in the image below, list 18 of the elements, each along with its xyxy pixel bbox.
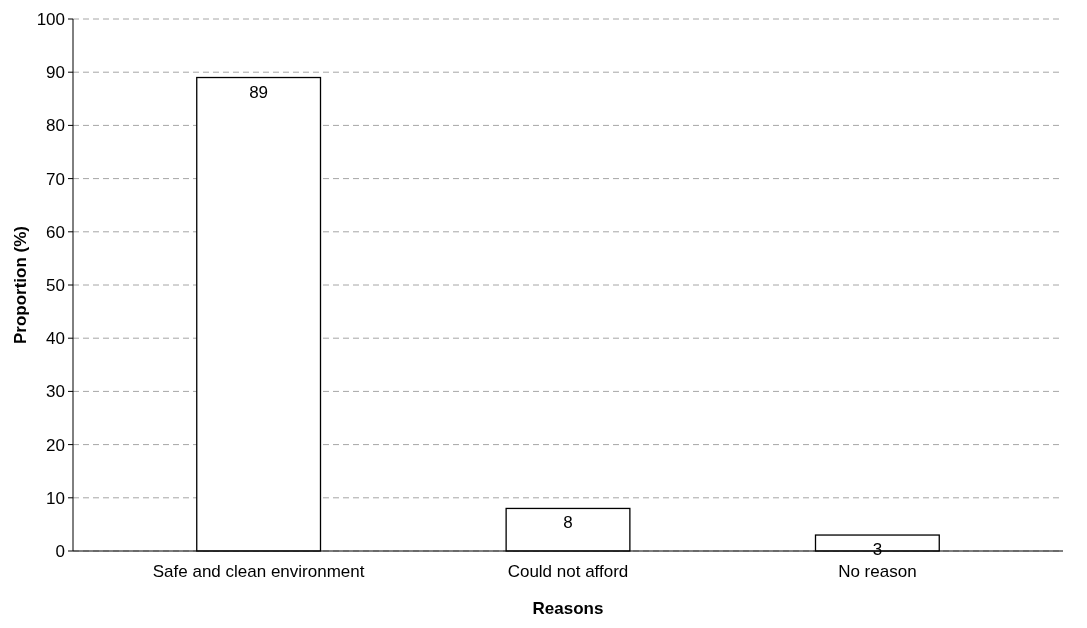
y-tick-label: 100: [36, 9, 65, 29]
data-label: 8: [563, 513, 573, 533]
y-axis-title: Proportion (%): [11, 225, 30, 345]
y-tick-label: 0: [55, 541, 65, 561]
y-tick-label: 40: [46, 329, 65, 349]
x-tick-label: Could not afford: [507, 562, 629, 581]
data-label: 89: [249, 82, 269, 102]
y-tick-label: 50: [46, 275, 65, 295]
x-axis-title: Reasons: [532, 599, 604, 618]
y-tick-label: 60: [46, 222, 65, 242]
y-tick-label: 30: [46, 382, 65, 402]
y-tick-label: 80: [46, 116, 65, 136]
x-tick-label: Safe and clean environment: [152, 562, 365, 581]
y-tick-label: 70: [46, 169, 65, 189]
y-tick-label: 90: [46, 63, 65, 83]
y-tick-label: 20: [46, 435, 65, 455]
x-tick-label: No reason: [838, 562, 917, 581]
y-tick-label: 10: [46, 488, 65, 508]
